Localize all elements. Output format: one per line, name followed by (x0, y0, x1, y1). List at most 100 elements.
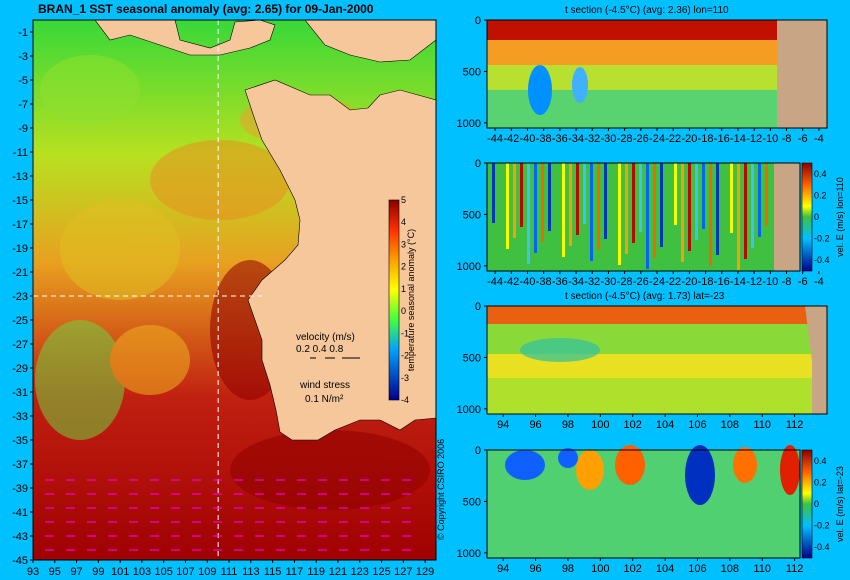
vel-stripe (716, 163, 719, 255)
vel-stripe (541, 163, 544, 242)
section-y-tick-label: 1000 (457, 548, 481, 560)
vel-stripe (639, 163, 642, 232)
map-x-tick-label: 127 (394, 566, 412, 578)
section-y-tick-label: 1000 (457, 404, 481, 416)
section-x-tick-label: -40 (520, 276, 536, 288)
map-y-tick-label: -15 (12, 195, 28, 207)
map-y-tick-label: -21 (12, 267, 28, 279)
section-x-tick-label: -4 (814, 276, 824, 288)
section-colorbar-tick-label: 0 (814, 499, 819, 509)
section-x-tick-label: -14 (730, 133, 746, 145)
map-y-tick-label: -31 (12, 387, 28, 399)
map-x-tick-label: 109 (198, 566, 216, 578)
map-y-tick-label: -3 (18, 51, 28, 63)
vel-stripe (625, 163, 628, 254)
map-x-tick-label: 93 (27, 566, 39, 578)
section-x-tick-label: 102 (624, 563, 642, 575)
section-x-tick-label: 96 (529, 563, 541, 575)
section-x-tick-label: -38 (536, 276, 552, 288)
section-x-tick-label: -36 (552, 276, 568, 288)
section-x-tick-label: -36 (552, 133, 568, 145)
map-x-tick-label: 97 (70, 566, 82, 578)
map-y-tick-label: -41 (12, 507, 28, 519)
vel-stripe (506, 163, 509, 249)
vel-stripe (758, 163, 761, 237)
map-x-tick-label: 125 (372, 566, 390, 578)
vel-stripe (534, 163, 537, 253)
wind-scale: 0.1 N/m² (305, 394, 344, 405)
section-x-tick-label: -8 (782, 133, 792, 145)
section-y-tick-label: 500 (463, 209, 481, 221)
vel-stripe (527, 163, 530, 264)
section-x-tick-label: -42 (503, 133, 519, 145)
map-y-tick-label: -29 (12, 363, 28, 375)
section-y-tick-label: 1000 (457, 261, 481, 273)
section-colorbar-tick-label: -0.4 (814, 255, 830, 265)
vel-stripe (632, 163, 635, 243)
map-y-tick-label: -27 (12, 339, 28, 351)
vel-stripe (604, 163, 607, 239)
section-x-tick-label: -22 (665, 276, 681, 288)
panel-t-lat (487, 306, 827, 414)
map-y-tick-label: -33 (12, 411, 28, 423)
vel-stripe (555, 163, 558, 268)
section-y-tick-label: 500 (463, 352, 481, 364)
section-x-tick-label: -42 (503, 276, 519, 288)
velocity-label: velocity (m/s) (296, 332, 355, 343)
panel-vel-lat (487, 445, 812, 558)
map-y-tick-label: -35 (12, 435, 28, 447)
vel-stripe (611, 163, 614, 228)
section-x-tick-label: -4 (814, 133, 824, 145)
velocity-scale: 0.2 0.4 0.8 (296, 344, 344, 355)
section-y-tick-label: 0 (475, 445, 481, 457)
vel-stripe (548, 163, 551, 231)
section-y-tick-label: 0 (475, 15, 481, 27)
section-colorbar-tick-label: -0.2 (814, 234, 830, 244)
vel-stripe (520, 163, 523, 227)
vel-lon-colorbar (802, 163, 812, 271)
section-x-tick-label: 98 (562, 563, 574, 575)
vel-lat-colorbar-label: vel. E (m/s) lat=-23 (835, 466, 845, 542)
map-y-tick-label: -5 (18, 75, 28, 87)
section-x-tick-label: -6 (798, 276, 808, 288)
map-colorbar-tick-label: 0 (401, 306, 406, 316)
map-colorbar-tick-label: 5 (401, 195, 406, 205)
vel-stripe (569, 163, 572, 246)
vel-stripe (562, 163, 565, 257)
wind-label: wind stress (299, 380, 350, 391)
section-y-tick-label: 0 (475, 158, 481, 170)
map-x-tick-label: 105 (155, 566, 173, 578)
section-x-tick-label: -20 (681, 133, 697, 145)
vel-stripe (723, 163, 726, 244)
section-x-tick-label: -12 (746, 276, 762, 288)
map-y-ticks: -1 -3 -5 -7 -9 -11 -13 -15 -17 -19 -21 -23 -25 -27 -29… (12, 27, 33, 567)
section-x-tick-label: -10 (762, 276, 778, 288)
map-x-ticks: 93 95 97 99 101 103 105 107 109 111 113 115 117 119 12… (27, 560, 434, 578)
section-x-tick-label: 106 (688, 419, 706, 431)
section-x-tick-label: -14 (730, 276, 746, 288)
section-colorbar-tick-label: 0.4 (814, 456, 827, 466)
vel-stripe (499, 163, 502, 260)
map-y-tick-label: -9 (18, 123, 28, 135)
section-x-tick-label: 106 (688, 563, 706, 575)
map-x-tick-label: 99 (92, 566, 104, 578)
map-y-tick-label: -37 (12, 459, 28, 471)
map-colorbar-tick-label: 3 (401, 239, 406, 249)
map-y-tick-label: -13 (12, 171, 28, 183)
section-x-tick-label: -26 (633, 133, 649, 145)
map-x-tick-label: 117 (286, 566, 304, 578)
section-colorbar-tick-label: -0.4 (814, 542, 830, 552)
map-colorbar-tick-label: -3 (401, 373, 409, 383)
vel-stripe (667, 163, 670, 236)
vel-stripe (646, 163, 649, 269)
section-x-tick-label: -32 (584, 276, 600, 288)
vel-stripe (660, 163, 663, 247)
map-colorbar-tick-label: 4 (401, 217, 406, 227)
section-x-tick-label: -34 (568, 133, 584, 145)
section-x-tick-label: 108 (721, 563, 739, 575)
section-x-tick-label: -32 (584, 133, 600, 145)
map-y-tick-label: -11 (13, 147, 28, 159)
vel-lat-colorbar (802, 450, 812, 558)
vel-stripe (513, 163, 516, 238)
